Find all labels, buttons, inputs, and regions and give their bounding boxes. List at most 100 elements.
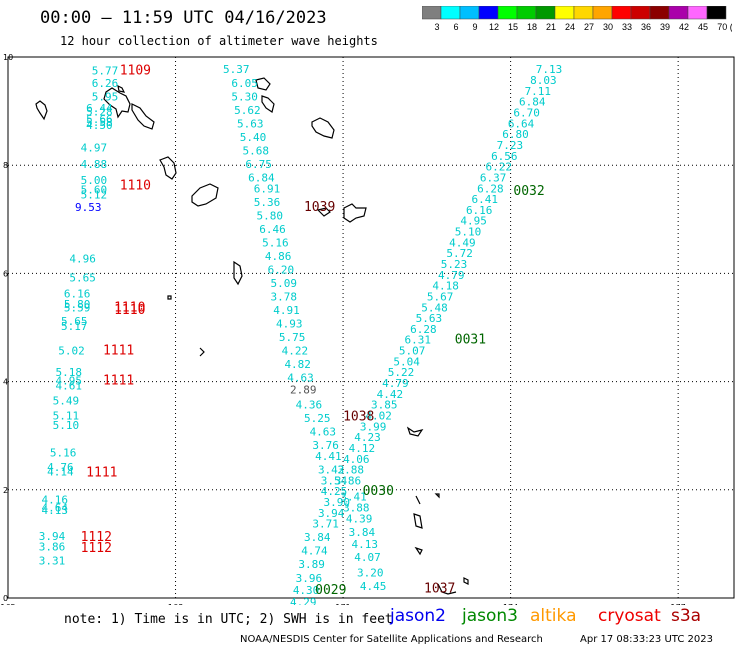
wave-height-value: 9.53: [75, 201, 102, 214]
y-tick-label: 8: [3, 161, 8, 170]
chart-title: 00:00 – 11:59 UTC 04/16/2023: [40, 8, 327, 28]
wave-height-value: 5.00: [81, 174, 108, 187]
wave-height-value: 4.49: [449, 236, 476, 249]
wave-height-value: 5.48: [421, 301, 448, 314]
x-tick-label: 165: [0, 603, 15, 605]
pass-id-label: 1110: [114, 300, 145, 315]
wave-height-value: 5.72: [446, 247, 473, 260]
wave-height-value: 5.11: [53, 409, 80, 422]
wave-height-value: 4.63: [287, 372, 314, 385]
units-note: note: 1) Time is in UTC; 2) SWH is in fe…: [64, 612, 393, 627]
wave-height-value: 4.13: [351, 538, 378, 551]
wave-height-value: 5.16: [262, 236, 289, 249]
scale-label: 39: [660, 22, 670, 32]
wave-height-value: 2.89: [290, 384, 317, 397]
wave-height-value: 5.22: [388, 366, 415, 379]
wave-height-value: 3.86: [335, 474, 362, 487]
wave-height-value: 6.05: [231, 77, 258, 90]
scale-label: 70 (ft): [717, 22, 732, 32]
pass-id-label: 1109: [120, 63, 151, 78]
wave-height-value: 3.76: [312, 439, 339, 452]
wave-height-value: 5.02: [58, 345, 84, 358]
pass-id-label: 1037: [424, 582, 455, 597]
scale-label: 27: [584, 22, 594, 32]
x-tick-label: 177: [671, 603, 686, 605]
pass-id-label: 0032: [513, 184, 544, 199]
pass-id-label: 1110: [120, 179, 151, 194]
wave-height-value: 3.42: [318, 464, 345, 477]
wave-height-value: 4.42: [377, 388, 404, 401]
wave-height-value: 4.95: [55, 374, 82, 387]
wave-height-value: 4.16: [42, 493, 69, 506]
scale-label: 42: [679, 22, 689, 32]
wave-height-value: 4.39: [346, 512, 373, 525]
wave-height-value: 3.20: [357, 566, 384, 579]
wave-height-value: 6.16: [64, 288, 91, 301]
wave-height-value: 4.79: [438, 269, 465, 282]
pass-id-label: 1110: [114, 303, 145, 318]
wave-height-value: 3.84: [304, 531, 331, 544]
wave-height-value: 5.36: [254, 196, 281, 209]
wave-height-value: 5.60: [81, 183, 108, 196]
y-tick-label: 4: [3, 378, 8, 387]
wave-height-value: 5.49: [53, 394, 80, 407]
wave-height-value: 5.77: [92, 64, 119, 77]
wave-height-value: 6.41: [472, 193, 499, 206]
wave-height-value: 6.20: [268, 263, 295, 276]
wave-height-value: 4.45: [360, 580, 387, 593]
satellite-altika: altika: [530, 606, 577, 626]
wave-height-value: 4.06: [343, 453, 370, 466]
wave-height-value: 5.10: [53, 419, 80, 432]
wave-height-value: 6.46: [259, 223, 286, 236]
wave-height-value: 5.66: [86, 113, 113, 126]
scale-label: 9: [472, 22, 477, 32]
scale-label: 15: [508, 22, 518, 32]
pass-id-label: 1112: [81, 541, 112, 556]
wave-height-value: 5.62: [234, 104, 261, 117]
wave-height-value: 4.22: [282, 345, 309, 358]
pass-id-label: 1039: [304, 200, 335, 215]
wave-height-value: 5.17: [61, 320, 88, 333]
wave-height-value: 5.28: [86, 105, 113, 118]
wave-height-value: 4.79: [382, 377, 409, 390]
wave-height-labels: 5.776.265.956.445.285.665.584.50 4.97 4.88…: [39, 63, 563, 605]
wave-height-value: 5.07: [399, 345, 426, 358]
wave-height-value: 6.37: [480, 171, 507, 184]
credit-line: NOAA/NESDIS Center for Satellite Applica…: [240, 634, 543, 645]
wave-height-value: 6.84: [248, 171, 275, 184]
scale-label: 12: [489, 22, 499, 32]
pass-id-label: 0029: [315, 583, 346, 598]
wave-height-value: 5.59: [64, 301, 91, 314]
lat-lon-grid: [7, 56, 735, 599]
wave-height-value: 4.13: [42, 504, 69, 517]
wave-height-value: 4.76: [47, 461, 74, 474]
wave-height-value: 5.25: [304, 412, 331, 425]
wave-height-value: 3.89: [298, 558, 325, 571]
x-tick-label: 174: [503, 603, 518, 605]
wave-height-value: 6.22: [485, 161, 512, 174]
wave-height-value: 3.84: [349, 526, 376, 539]
wave-height-value: 5.63: [416, 312, 443, 325]
pass-id-label: 1111: [86, 465, 117, 480]
wave-height-value: 4.18: [432, 280, 459, 293]
wave-height-value: 7.23: [497, 139, 523, 152]
generated-timestamp: Apr 17 08:33:23 UTC 2023: [580, 634, 713, 645]
wave-height-value: 5.23: [441, 258, 468, 271]
wave-height-value: 7.11: [525, 85, 552, 98]
wave-height-value: 4.61: [55, 380, 82, 393]
wave-height-value: 3.96: [296, 572, 323, 585]
wave-height-value: 6.16: [466, 204, 493, 217]
wave-height-value: 6.64: [508, 117, 535, 130]
coastline-islands: [35, 77, 469, 595]
wave-height-value: 3.54: [321, 474, 348, 487]
scale-label: 36: [641, 22, 651, 32]
y-tick-label: 10: [3, 53, 13, 62]
wave-height-value: 5.10: [455, 226, 482, 239]
satellite-cryosat: cryosat: [598, 606, 661, 626]
wave-height-value: 6.80: [502, 128, 529, 141]
pass-id-label: 1112: [81, 530, 112, 545]
scale-label: 6: [453, 22, 458, 32]
wave-height-value: 4.12: [349, 442, 376, 455]
wave-height-value: 4.93: [276, 318, 303, 331]
wave-height-value: 5.65: [61, 315, 88, 328]
